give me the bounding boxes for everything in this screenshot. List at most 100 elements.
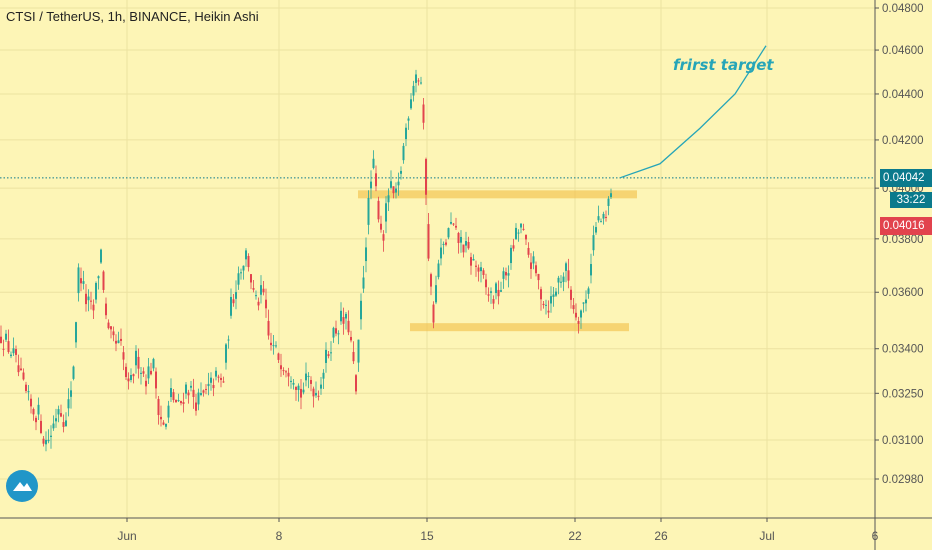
candle-body [317,395,320,397]
candle-body [145,380,147,387]
tradingview-logo-icon[interactable] [6,470,38,502]
candle-body [575,312,577,318]
candle-body [212,384,215,389]
candle-body [180,401,182,404]
candle-body [15,349,17,355]
candle-body [90,300,92,302]
candle-body [395,188,397,193]
candle-body [410,99,412,109]
time-tick-label: 22 [568,529,582,543]
candle-body [130,374,132,381]
candle-body [122,352,125,360]
support-zone [410,323,629,332]
candle-body [392,186,395,194]
candle-body [267,320,270,336]
candle-body [217,376,220,378]
candle-body [262,288,265,293]
candle-body [160,416,162,420]
candle-body [502,271,505,279]
candle-body [57,409,60,415]
candle-body [215,370,217,377]
candle-body [462,244,465,253]
candle-body [427,224,430,259]
candle-body [265,299,267,309]
candle-body [290,380,292,382]
candle-body [97,276,100,279]
candle-body [577,321,580,324]
candle-body [232,299,235,304]
candle-body [95,282,97,300]
candle-body [397,181,400,186]
candle-body [325,349,327,363]
candle-body [527,247,530,255]
candle-body [252,288,255,290]
candle-body [2,348,5,350]
candle-body [115,340,117,344]
price-tick-label: 0.02980 [882,474,924,486]
candle-body [237,273,240,285]
candle-body [105,303,107,316]
candle-body [450,222,452,224]
candle-body [560,281,562,283]
candle-body [70,390,72,397]
candle-body [535,265,537,274]
candle-body [67,399,70,409]
candle-body [277,353,280,360]
candle-body [197,392,200,405]
candle-body [445,242,447,245]
candle-body [302,389,305,393]
candle-body [165,423,167,427]
price-tick-label: 0.04400 [882,89,924,101]
previous-close-tag: 0.04016 [880,217,932,235]
candle-body [547,310,550,313]
candle-body [430,274,432,287]
candle-body [382,234,385,241]
candle-body [147,366,150,379]
time-tick-label: 26 [654,529,668,543]
candle-body [585,299,587,304]
candle-body [367,197,370,225]
candle-body [490,291,492,293]
candle-body [102,271,105,290]
candle-body [282,370,285,372]
candle-body [35,417,37,423]
candle-body [532,256,535,264]
candle-body [270,342,272,346]
candle-body [465,240,467,246]
candle-body [77,267,80,294]
candle-body [170,388,172,398]
candle-body [72,366,75,379]
candle-body [487,294,490,296]
candle-body [240,272,242,274]
candle-body [360,300,362,320]
candle-body [295,387,297,390]
candle-body [182,402,185,404]
candle-body [417,80,420,82]
candle-body [45,439,47,445]
candle-body [335,328,337,334]
candle-body [592,235,595,251]
candle-body [572,305,575,310]
candle-body [347,320,350,333]
candle-body [447,228,450,238]
candle-body [30,398,32,407]
symbol-title[interactable]: CTSI / TetherUS, 1h, BINANCE, Heikin Ash… [6,9,259,24]
candle-body [242,265,245,271]
candle-body [402,145,405,161]
candle-body [135,350,137,366]
candle-body [152,358,155,369]
candle-body [142,371,145,374]
candle-body [387,195,390,203]
candle-body [177,400,180,402]
candle-body [610,193,612,198]
candle-body [132,374,135,377]
candle-body [42,438,45,444]
candle-body [110,326,112,330]
candle-body [422,104,425,123]
candle-body [472,259,475,261]
candle-body [600,221,602,223]
price-tick-label: 0.03100 [882,435,924,447]
candle-body [452,223,455,225]
